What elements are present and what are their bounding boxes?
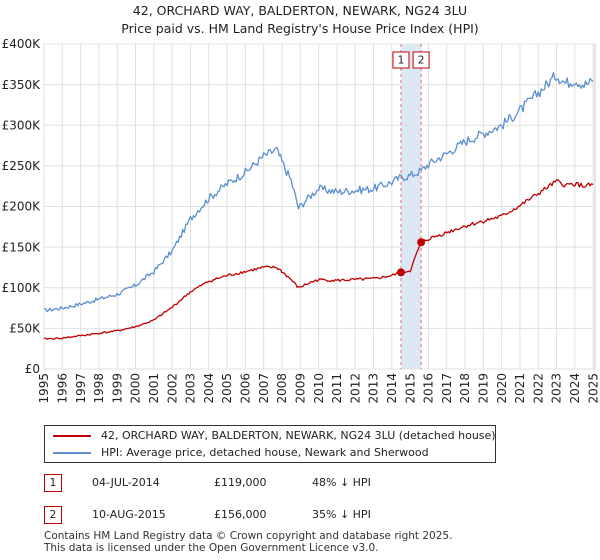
x-tick-label: 1998 [92,373,106,404]
x-tick-label: 2003 [184,373,198,404]
y-tick-label: £300K [2,118,42,132]
x-tick-label: 2015 [403,373,417,404]
x-tick-label: 2002 [165,373,179,404]
footer-line1: Contains HM Land Registry data © Crown c… [44,530,453,542]
footer: Contains HM Land Registry data © Crown c… [44,530,452,554]
annotation-hpi-diff: 48% ↓ HPI [312,476,371,489]
x-tick-label: 2011 [330,373,344,404]
x-tick-label: 2008 [275,373,289,404]
annotation-price: £119,000 [214,476,267,489]
transaction-point [417,238,426,247]
x-tick-label: 2022 [531,373,545,404]
transaction-label: 1 [398,55,405,67]
x-tick-label: 2007 [257,373,271,404]
annotation-row-2: 2 10-AUG-2015 £156,000 35% ↓ HPI [44,506,564,524]
y-tick-label: £250K [2,159,42,173]
y-tick-label: £0 [25,362,40,376]
annotation-number: 1 [44,474,62,492]
footer-line2: This data is licensed under the Open Gov… [44,542,379,554]
legend-hpi-swatch [53,452,91,454]
x-tick-label: 2019 [477,373,491,404]
transaction-label-box [392,51,410,69]
x-tick-label: 2012 [348,373,362,404]
x-tick-label: 2001 [147,373,161,404]
annotation-date: 04-JUL-2014 [92,476,160,489]
x-tick-label: 1995 [37,373,51,404]
x-tick-label: 2021 [513,373,527,404]
y-tick-label: £400K [2,37,42,51]
x-tick-label: 1999 [110,373,124,404]
chart-title: 42, ORCHARD WAY, BALDERTON, NEWARK, NG24… [0,2,600,38]
hpi-series-line [43,71,594,313]
annotation-hpi-diff: 35% ↓ HPI [312,508,371,521]
y-tick-label: £50K [9,322,41,336]
x-tick-label: 2025 [586,373,600,404]
x-tick-label: 1997 [74,373,88,404]
x-tick-label: 2004 [202,373,216,404]
legend-property-label: 42, ORCHARD WAY, BALDERTON, NEWARK, NG24… [101,429,496,442]
legend-hpi-label: HPI: Average price, detached house, Newa… [101,446,429,459]
x-tick-label: 2009 [293,373,307,404]
annotation-price: £156,000 [214,508,267,521]
x-tick-label: 2006 [239,373,253,404]
annotation-date: 10-AUG-2015 [92,508,166,521]
legend: 42, ORCHARD WAY, BALDERTON, NEWARK, NG24… [44,425,496,463]
y-tick-label: £100K [2,281,42,295]
x-tick-label: 2020 [495,373,509,404]
price-chart: 1 2 1995 1996 1997 1998 1999 2000 2001 2002 2003 2… [2,37,600,404]
chart-title-line2: Price paid vs. HM Land Registry's House … [121,21,479,36]
x-tick-label: 2010 [312,373,326,404]
x-tick-label: 2016 [422,373,436,404]
chart-title-line1: 42, ORCHARD WAY, BALDERTON, NEWARK, NG24… [132,3,468,18]
x-tick-label: 2000 [129,373,143,404]
y-tick-label: £350K [2,78,42,92]
legend-property-swatch [53,435,91,437]
x-tick-label: 2013 [367,373,381,404]
x-tick-label: 2017 [440,373,454,404]
x-tick-label: 1996 [56,373,70,404]
transaction-label: 2 [418,55,425,67]
x-tick-label: 2005 [220,373,234,404]
annotation-row-1: 1 04-JUL-2014 £119,000 48% ↓ HPI [44,474,564,492]
transaction-point [396,268,405,277]
property-series-line [43,179,594,340]
x-tick-label: 2018 [458,373,472,404]
y-tick-label: £150K [2,240,42,254]
x-tick-label: 2024 [568,373,582,404]
x-tick-label: 2014 [385,373,399,404]
y-tick-label: £200K [2,200,42,214]
transaction-label-box [412,51,430,69]
x-tick-label: 2023 [550,373,564,404]
annotation-number: 2 [44,506,62,524]
